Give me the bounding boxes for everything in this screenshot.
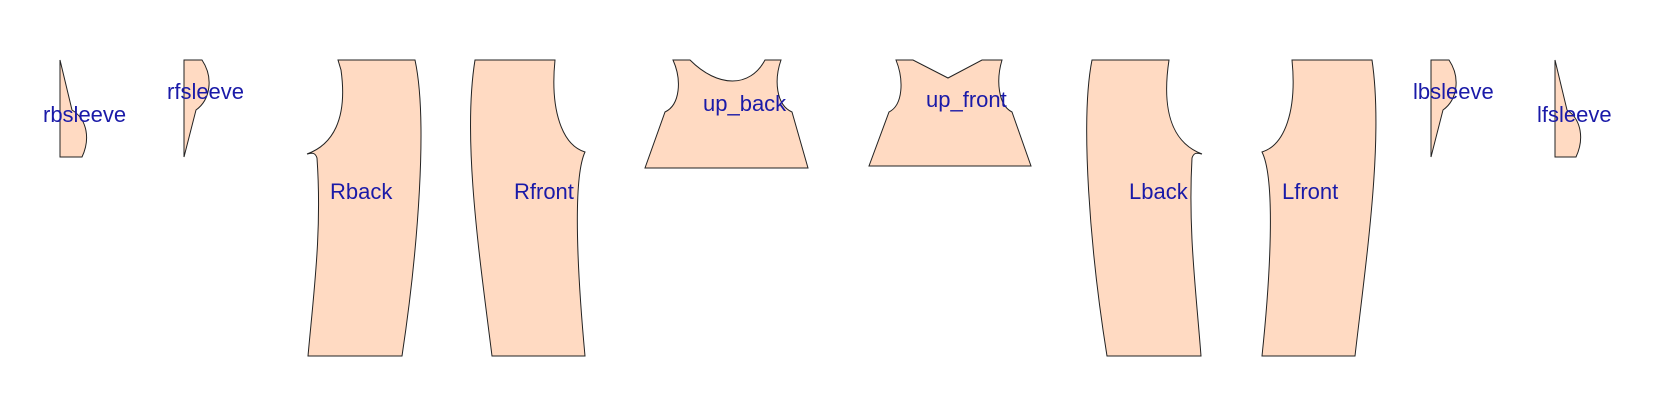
piece-rfsleeve — [183, 59, 210, 158]
label-rfsleeve: rfsleeve — [167, 79, 244, 104]
label-upfront: up_front — [926, 87, 1007, 112]
label-rfront: Rfront — [514, 179, 574, 204]
label-lfsleeve: lfsleeve — [1537, 102, 1612, 127]
label-rback: Rback — [330, 179, 393, 204]
label-upback: up_back — [703, 91, 787, 116]
piece-rbsleeve — [59, 59, 88, 158]
label-lfront: Lfront — [1282, 179, 1338, 204]
piece-lbsleeve — [1430, 59, 1457, 158]
piece-rfront — [470, 59, 586, 357]
label-rbsleeve: rbsleeve — [43, 102, 126, 127]
piece-lfront — [1261, 59, 1377, 357]
piece-rback — [306, 59, 422, 357]
label-lback: Lback — [1129, 179, 1189, 204]
piece-lfsleeve — [1554, 59, 1582, 158]
piece-lback — [1086, 59, 1203, 357]
label-lbsleeve: lbsleeve — [1413, 79, 1494, 104]
piece-upfront — [868, 59, 1032, 167]
piece-upback — [644, 59, 809, 169]
